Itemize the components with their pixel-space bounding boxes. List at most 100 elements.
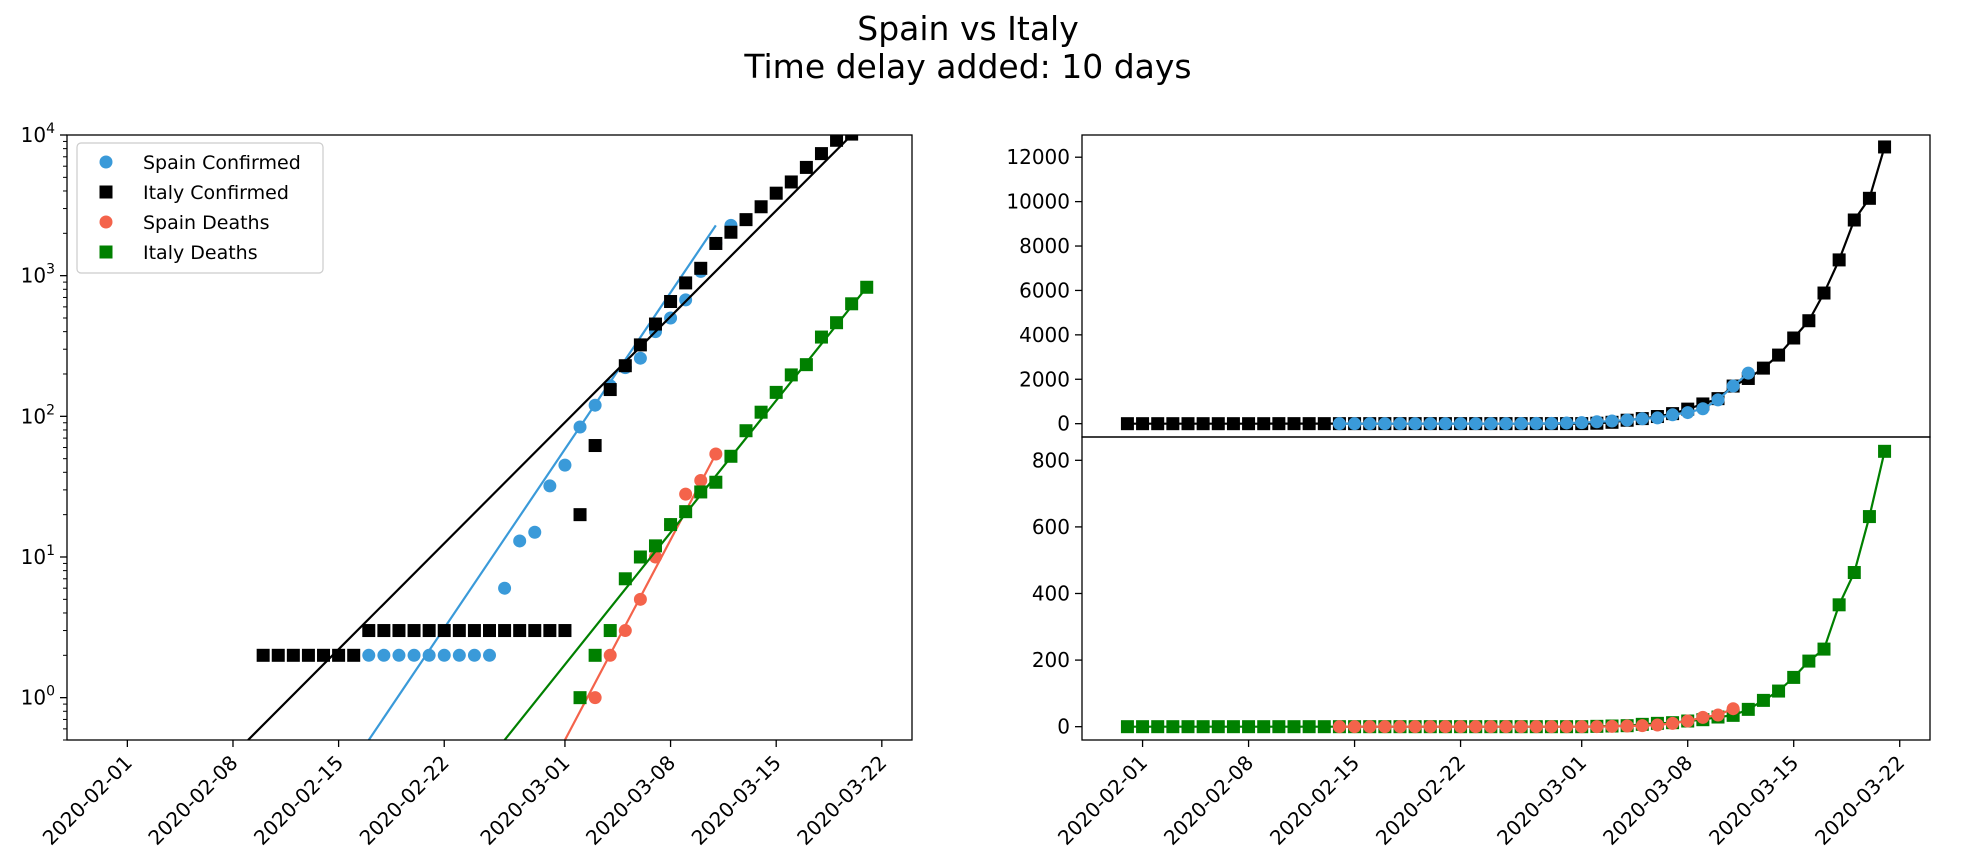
left-italy-confirmed-point xyxy=(799,160,813,174)
top-right-italy-confirmed-point xyxy=(1817,286,1831,300)
left-italy-confirmed-point xyxy=(467,624,481,638)
top-right-spain-confirmed-point xyxy=(1681,406,1695,420)
bottom-right-italy-deaths-point xyxy=(1287,720,1301,734)
top-right-italy-confirmed-point xyxy=(1847,213,1861,227)
top-right-italy-confirmed-point xyxy=(1226,417,1240,431)
bottom-right-spain-deaths-point xyxy=(1620,719,1634,733)
left-italy-confirmed-point xyxy=(301,648,315,662)
bottom-right-spain-deaths-point xyxy=(1711,708,1725,722)
top-right-spain-confirmed-point xyxy=(1438,417,1452,431)
left-italy-confirmed-point xyxy=(347,648,361,662)
bottom-right-plot-area xyxy=(1120,444,1892,734)
left-italy-confirmed-point xyxy=(498,624,512,638)
left-italy-confirmed-point xyxy=(332,648,346,662)
top-right-spain-confirmed-point xyxy=(1363,417,1377,431)
top-right-spain-confirmed-point xyxy=(1666,408,1680,422)
top-right-spain-confirmed-point xyxy=(1605,414,1619,428)
top-right-italy-confirmed-point xyxy=(1287,417,1301,431)
left-italy-deaths-point xyxy=(814,330,828,344)
left-spain-confirmed-point xyxy=(467,648,481,662)
top-right-italy-confirmed-point xyxy=(1196,417,1210,431)
left-ytick-label-0: 100 xyxy=(21,684,55,710)
bottom-right-italy-deaths-point xyxy=(1272,720,1286,734)
legend-marker-italy-deaths xyxy=(99,245,113,259)
top-right-ytick-label-5: 10000 xyxy=(1006,190,1070,214)
bottom-right-spain-deaths-point xyxy=(1590,720,1604,734)
left-italy-deaths-point xyxy=(845,297,859,311)
bottom-right-ytick-label-1: 200 xyxy=(1032,648,1070,672)
left-italy-deaths-point xyxy=(618,572,632,586)
figure-title-line-1: Spain vs Italy xyxy=(857,9,1079,48)
bottom-right-spain-deaths-point xyxy=(1605,719,1619,733)
left-italy-confirmed-point xyxy=(588,439,602,453)
left-italy-confirmed-point xyxy=(407,624,421,638)
top-right-italy-confirmed-point xyxy=(1802,314,1816,328)
left-spain-confirmed-point xyxy=(633,351,647,365)
bottom-right-italy-deaths-point xyxy=(1772,684,1786,698)
left-plot-area xyxy=(247,135,874,740)
left-italy-confirmed-fit-line xyxy=(247,135,853,740)
left-spain-deaths-point xyxy=(633,592,647,606)
left-spain-confirmed-point xyxy=(513,534,527,548)
bottom-right-spain-deaths-point xyxy=(1348,720,1362,734)
bottom-right-spain-deaths-point xyxy=(1666,716,1680,730)
top-right-spain-confirmed-point xyxy=(1635,412,1649,426)
left-italy-confirmed-point xyxy=(679,276,693,290)
left-spain-confirmed-point xyxy=(543,479,557,493)
left-italy-deaths-point xyxy=(709,475,723,489)
bottom-right-italy-deaths-point xyxy=(1878,444,1892,458)
bottom-right-italy-deaths-point xyxy=(1817,642,1831,656)
left-italy-deaths-point xyxy=(694,485,708,499)
top-right-panel: 0 2000 4000 6000 8000 10000 12000 xyxy=(1006,134,1931,438)
legend-box xyxy=(76,142,324,274)
left-italy-deaths-point xyxy=(739,424,753,438)
bottom-right-italy-deaths-point xyxy=(1862,510,1876,524)
bottom-right-spain-deaths-point xyxy=(1332,720,1346,734)
left-italy-confirmed-point xyxy=(422,624,436,638)
left-italy-confirmed-point xyxy=(483,624,496,638)
left-italy-deaths-point xyxy=(664,518,678,532)
figure-title-line-2: Time delay added: 10 days xyxy=(743,47,1191,86)
top-right-spain-confirmed-point xyxy=(1529,416,1543,430)
bottom-right-italy-deaths-point xyxy=(1847,566,1861,580)
bottom-right-italy-deaths-point xyxy=(1242,720,1256,734)
top-right-spain-confirmed-point xyxy=(1408,417,1422,431)
top-right-spain-confirmed-point xyxy=(1423,417,1437,431)
left-italy-deaths-point xyxy=(830,316,844,330)
left-italy-deaths-point xyxy=(769,385,783,399)
left-axes-frame xyxy=(66,134,913,741)
left-italy-deaths-point xyxy=(724,449,738,463)
left-italy-confirmed-point xyxy=(558,624,572,638)
left-italy-confirmed-point xyxy=(633,338,647,352)
left-italy-confirmed-point xyxy=(256,648,270,662)
left-italy-confirmed-point xyxy=(543,624,557,638)
top-right-spain-confirmed-point xyxy=(1514,417,1528,431)
left-italy-deaths-point xyxy=(799,358,813,372)
top-right-ytick-label-1: 2000 xyxy=(1019,367,1070,391)
top-right-spain-confirmed-point xyxy=(1484,417,1498,431)
left-italy-confirmed-point xyxy=(830,135,844,147)
left-italy-deaths-point xyxy=(588,648,602,662)
bottom-right-spain-deaths-point xyxy=(1484,720,1498,734)
legend-label-italy-confirmed: Italy Confirmed xyxy=(143,182,289,204)
bottom-right-italy-deaths-point xyxy=(1756,693,1770,707)
bottom-right-italy-deaths-point xyxy=(1787,670,1801,684)
left-spain-deaths-point xyxy=(603,648,617,662)
bottom-right-italy-deaths-point xyxy=(1181,720,1195,734)
left-spain-confirmed-point xyxy=(392,648,406,662)
top-right-italy-confirmed-point xyxy=(1166,417,1180,431)
bottom-right-spain-deaths-point xyxy=(1650,718,1664,732)
bottom-right-italy-deaths-point xyxy=(1317,720,1331,734)
bottom-right-spain-deaths-point xyxy=(1529,720,1543,734)
left-spain-confirmed-point xyxy=(558,458,572,472)
top-right-spain-confirmed-line xyxy=(1339,372,1750,425)
top-right-spain-confirmed-point xyxy=(1575,416,1589,430)
top-right-italy-confirmed-point xyxy=(1317,417,1331,431)
left-italy-confirmed-point xyxy=(664,295,678,309)
bottom-right-italy-deaths-point xyxy=(1832,598,1846,612)
left-italy-deaths-point xyxy=(603,624,617,638)
top-right-spain-confirmed-point xyxy=(1499,417,1513,431)
bottom-right-ytick-label-3: 600 xyxy=(1032,515,1070,539)
legend: Spain Confirmed Italy Confirmed Spain Deat… xyxy=(76,142,324,274)
